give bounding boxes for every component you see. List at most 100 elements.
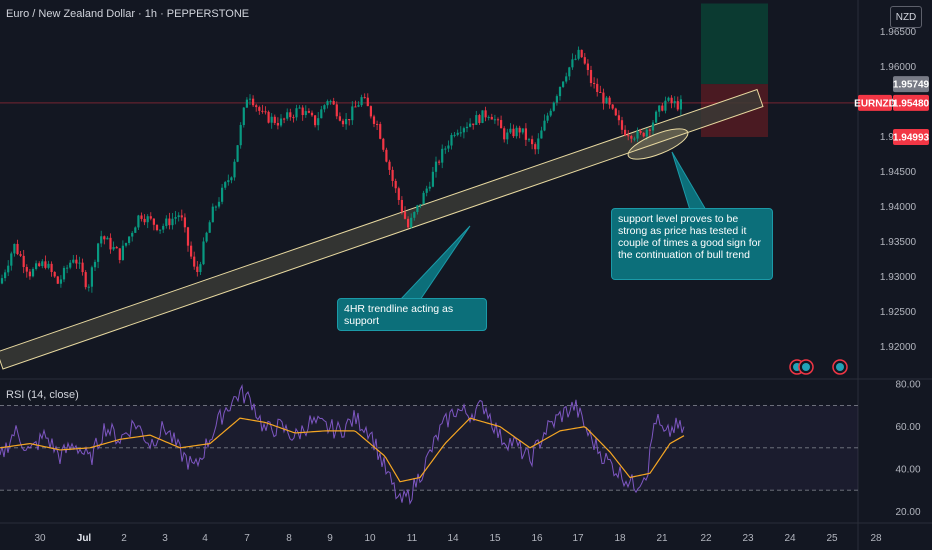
candle	[190, 245, 193, 257]
candle	[103, 236, 106, 240]
candle	[459, 132, 462, 134]
candle	[382, 138, 385, 150]
support-annotation[interactable]: support level proves to be strong as pri…	[611, 208, 773, 280]
candle	[100, 236, 103, 244]
time-tick-label: 9	[327, 533, 333, 544]
candle	[143, 218, 146, 223]
candle	[90, 267, 93, 287]
candle	[366, 97, 369, 107]
candle	[236, 145, 239, 162]
price-tag	[893, 94, 929, 111]
candle	[128, 236, 131, 243]
candle	[515, 127, 518, 137]
candle	[87, 286, 90, 288]
candle	[456, 132, 459, 135]
candle	[676, 101, 679, 110]
time-tick-label: 7	[244, 533, 250, 544]
candle	[317, 118, 320, 126]
time-tick-label: 15	[489, 533, 501, 544]
candle	[115, 246, 118, 249]
candle	[416, 205, 419, 212]
candle	[472, 123, 475, 125]
candle	[394, 180, 397, 189]
time-tick-label: 24	[784, 533, 796, 544]
trendline-annotation[interactable]: 4HR trendline acting as support	[337, 298, 487, 331]
candle	[441, 148, 444, 163]
candle	[611, 104, 614, 109]
candle	[19, 254, 22, 256]
candle	[149, 216, 152, 219]
candle	[413, 211, 416, 218]
candle	[338, 116, 341, 121]
candle	[332, 100, 335, 105]
rsi-tick-label: 60.00	[895, 422, 920, 433]
candle	[307, 111, 310, 113]
candle	[624, 129, 627, 136]
candle	[549, 110, 552, 116]
candle	[314, 115, 317, 126]
candle	[351, 106, 354, 121]
candle	[469, 123, 472, 127]
price-tick-label: 1.93000	[880, 272, 917, 283]
time-tick-label: 8	[286, 533, 292, 544]
candle	[75, 259, 78, 264]
candle	[183, 217, 186, 228]
trendline-callout-pointer	[398, 225, 471, 301]
price-tag	[893, 128, 929, 145]
candle	[199, 264, 202, 273]
candle	[552, 102, 555, 111]
candle	[425, 188, 428, 193]
candle	[140, 215, 143, 219]
candle	[642, 132, 645, 137]
candle	[335, 104, 338, 117]
symbol-tag	[858, 94, 892, 111]
time-tick-label: 23	[742, 533, 754, 544]
candle	[72, 259, 75, 263]
candle	[124, 242, 128, 246]
chart-title: Euro / New Zealand Dollar · 1h · PEPPERS…	[6, 8, 250, 20]
candle	[651, 122, 655, 131]
candle	[546, 115, 549, 121]
candle	[320, 109, 323, 119]
candle	[50, 263, 53, 273]
candle	[304, 111, 307, 116]
candle	[16, 243, 19, 255]
candle	[475, 115, 478, 125]
candle	[586, 63, 589, 71]
candle	[28, 271, 31, 277]
price-tick-label: 1.96500	[880, 27, 917, 38]
candle	[137, 215, 140, 228]
candle	[205, 232, 208, 242]
candle	[661, 105, 664, 111]
candle	[310, 112, 314, 116]
candle	[565, 76, 568, 82]
candle	[422, 192, 425, 205]
currency-selector[interactable]: NZD	[890, 6, 922, 28]
rsi-ma-line	[0, 417, 685, 483]
candle	[283, 118, 286, 120]
candle	[664, 100, 667, 111]
candle	[360, 97, 363, 106]
candle	[44, 261, 47, 268]
candle	[506, 132, 509, 140]
rsi-tick-label: 80.00	[895, 380, 920, 391]
trendline-support-band	[0, 88, 764, 370]
candle	[496, 119, 500, 121]
candle	[10, 253, 13, 266]
candle	[292, 117, 295, 119]
candle	[658, 105, 661, 112]
candle	[47, 263, 50, 268]
candle	[255, 105, 258, 108]
event-marker-dot	[802, 363, 810, 371]
price-tick-label: 1.92500	[880, 307, 917, 318]
event-marker-dot	[836, 363, 844, 371]
candle	[25, 267, 28, 272]
candle	[81, 262, 84, 273]
time-tick-label: 2	[121, 533, 127, 544]
candle	[580, 49, 583, 58]
rsi-tick-label: 20.00	[895, 507, 920, 518]
candle	[41, 261, 44, 267]
candle	[555, 96, 558, 103]
candle	[670, 97, 673, 104]
